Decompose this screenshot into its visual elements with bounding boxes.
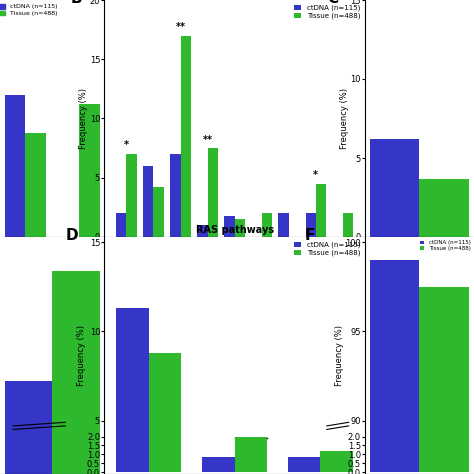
Text: *: * [313,170,319,180]
Bar [127,154,137,237]
Bar [197,225,208,237]
Bar [343,213,353,237]
Bar [202,457,235,472]
Bar [419,287,469,472]
Bar [149,353,182,472]
Legend: ctDNA (n=115), Tissue (n=488): ctDNA (n=115), Tissue (n=488) [419,240,471,251]
Y-axis label: Frequency (%): Frequency (%) [340,88,349,149]
Bar [370,139,419,237]
Text: *: * [124,140,129,151]
Text: B: B [70,0,82,6]
Bar [116,308,149,472]
Bar [278,213,289,237]
Y-axis label: Frequency (%): Frequency (%) [77,325,86,386]
Bar [5,381,52,474]
Bar [306,213,316,237]
Bar [370,260,419,472]
Bar [52,271,100,474]
Text: D: D [65,228,78,243]
Bar [320,451,353,472]
Y-axis label: Frequency (%): Frequency (%) [79,88,88,149]
Text: **: ** [202,135,212,145]
Y-axis label: Frequency (%): Frequency (%) [335,325,344,386]
Text: F: F [305,228,315,243]
Text: C: C [327,0,338,6]
Bar [79,104,100,237]
Bar [288,457,320,472]
Legend: ctDNA (n=115), Tissue (n=488): ctDNA (n=115), Tissue (n=488) [0,3,58,17]
Bar [25,133,46,237]
Legend: ctDNA (n=115), Tissue (n=488): ctDNA (n=115), Tissue (n=488) [293,3,362,21]
Title: RAS pathways: RAS pathways [196,225,273,235]
Bar [154,187,164,237]
Text: **: ** [175,22,185,32]
Bar [419,179,469,237]
Bar [5,95,25,237]
Bar [170,154,181,237]
Bar [224,216,235,237]
Bar [316,184,326,237]
Bar [116,213,127,237]
Legend: ctDNA (n=115), Tissue (n=488): ctDNA (n=115), Tissue (n=488) [293,240,362,258]
Bar [235,437,267,472]
Bar [235,219,245,237]
Bar [208,148,218,237]
Bar [262,213,272,237]
Bar [143,166,154,237]
Bar [181,36,191,237]
